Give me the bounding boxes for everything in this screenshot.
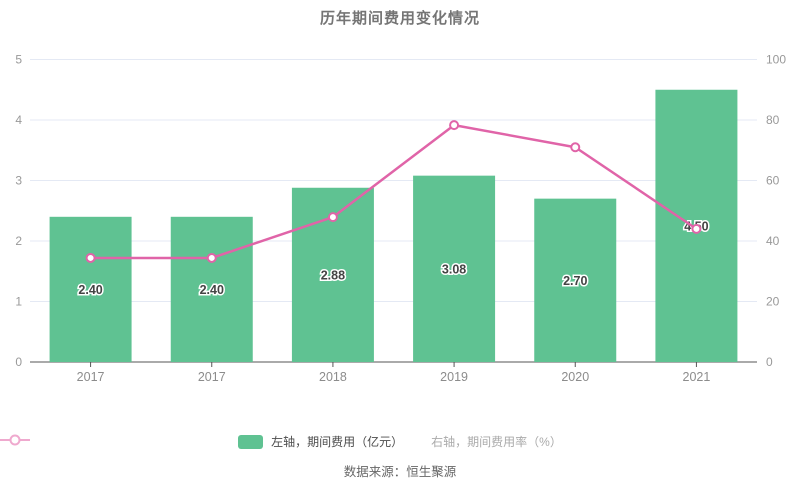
- legend-item-bar-series[interactable]: 左轴，期间费用（亿元）: [238, 433, 403, 450]
- bar-2017[interactable]: [49, 216, 132, 362]
- rate-line-marker[interactable]: [691, 223, 702, 234]
- x-axis-label: 2018: [319, 370, 347, 384]
- right-axis-tick-label: 20: [766, 295, 780, 309]
- rate-line-marker[interactable]: [570, 142, 581, 153]
- line-series-marker-icon: [0, 434, 30, 446]
- bar-2017[interactable]: [170, 216, 253, 362]
- legend: 左轴，期间费用（亿元） 右轴，期间费用率（%）: [0, 433, 800, 450]
- right-axis-tick-label: 80: [766, 113, 780, 127]
- legend-item-line-series[interactable]: 右轴，期间费用率（%）: [0, 433, 562, 450]
- x-axis-label: 2019: [440, 370, 468, 384]
- rate-line-marker[interactable]: [449, 120, 460, 131]
- bar-2019[interactable]: [413, 175, 496, 362]
- bar-value-label: 2.40: [78, 283, 102, 297]
- bar-2020[interactable]: [534, 198, 617, 362]
- right-axis-tick-label: 100: [766, 53, 786, 67]
- rate-line-marker[interactable]: [206, 252, 217, 263]
- x-axis-label: 2021: [683, 370, 711, 384]
- bar-series-swatch-icon: [238, 434, 264, 449]
- left-axis-tick-label: 3: [15, 174, 22, 188]
- data-source-caption: 数据来源：恒生聚源: [343, 465, 457, 479]
- rate-line-marker[interactable]: [85, 252, 96, 263]
- x-axis-label: 2017: [198, 370, 226, 384]
- right-axis-tick-label: 0: [766, 355, 773, 369]
- left-axis-tick-label: 0: [15, 355, 22, 369]
- chart-canvas: 0012024036048051002.402.402.883.082.704.…: [15, 53, 786, 385]
- x-axis-label: 2020: [561, 370, 589, 384]
- rate-line-marker[interactable]: [327, 212, 338, 223]
- bar-value-label: 2.70: [563, 274, 587, 288]
- left-axis-tick-label: 4: [15, 113, 22, 127]
- legend-label-line-series: 右轴，期间费用率（%）: [431, 435, 562, 449]
- right-axis-tick-label: 40: [766, 234, 780, 248]
- rate-line[interactable]: [90, 123, 698, 260]
- legend-label-bar-series: 左轴，期间费用（亿元）: [271, 435, 404, 449]
- bar-value-label: 2.40: [200, 283, 224, 297]
- left-axis-tick-label: 2: [15, 234, 22, 248]
- left-axis-tick-label: 1: [15, 295, 22, 309]
- bar-value-label: 2.88: [321, 268, 345, 282]
- chart-title: 历年期间费用变化情况: [319, 10, 480, 27]
- bar-value-label: 3.08: [442, 262, 466, 276]
- right-axis-tick-label: 60: [766, 174, 780, 188]
- left-axis-tick-label: 5: [15, 53, 22, 67]
- x-axis-label: 2017: [77, 370, 105, 384]
